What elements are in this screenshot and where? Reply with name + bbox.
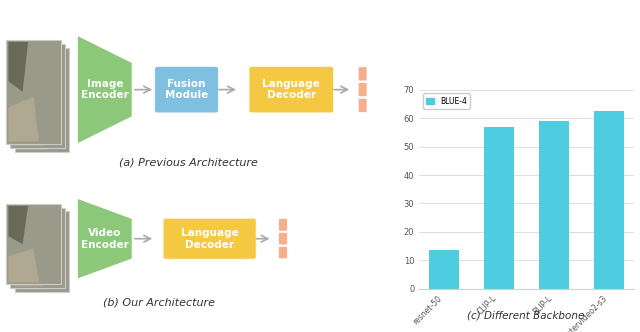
Text: Language
Decoder: Language Decoder — [262, 79, 320, 101]
FancyBboxPatch shape — [278, 218, 287, 231]
Legend: BLUE-4: BLUE-4 — [423, 94, 470, 109]
FancyBboxPatch shape — [358, 98, 367, 113]
Polygon shape — [17, 50, 36, 100]
Polygon shape — [13, 252, 43, 286]
Polygon shape — [17, 213, 36, 252]
FancyBboxPatch shape — [249, 66, 333, 113]
Bar — [594, 111, 624, 289]
FancyBboxPatch shape — [15, 48, 69, 152]
FancyBboxPatch shape — [6, 204, 61, 284]
Bar — [539, 121, 569, 289]
Text: Video
Encoder: Video Encoder — [81, 228, 129, 250]
Polygon shape — [17, 256, 47, 290]
FancyBboxPatch shape — [15, 211, 69, 291]
FancyBboxPatch shape — [6, 40, 61, 143]
Polygon shape — [8, 248, 39, 283]
Polygon shape — [13, 101, 43, 146]
Text: Image
Encoder: Image Encoder — [81, 79, 129, 101]
FancyBboxPatch shape — [10, 208, 65, 288]
Polygon shape — [17, 105, 47, 150]
Text: (c) Different Backbone: (c) Different Backbone — [467, 310, 585, 320]
Polygon shape — [8, 42, 28, 92]
Text: Language
Decoder: Language Decoder — [180, 228, 239, 250]
Text: (a) Previous Architecture: (a) Previous Architecture — [119, 157, 258, 167]
Polygon shape — [77, 199, 132, 279]
Polygon shape — [13, 209, 32, 248]
FancyBboxPatch shape — [358, 83, 367, 97]
Bar — [429, 250, 459, 289]
Text: Fusion
Module: Fusion Module — [165, 79, 208, 101]
Polygon shape — [8, 97, 39, 141]
Polygon shape — [13, 46, 32, 96]
FancyBboxPatch shape — [278, 246, 287, 259]
FancyBboxPatch shape — [10, 44, 65, 148]
FancyBboxPatch shape — [358, 67, 367, 81]
Bar — [484, 126, 514, 289]
Text: (b) Our Architecture: (b) Our Architecture — [103, 297, 215, 308]
FancyBboxPatch shape — [163, 218, 256, 259]
FancyBboxPatch shape — [155, 66, 218, 113]
FancyBboxPatch shape — [278, 232, 287, 245]
Polygon shape — [8, 206, 28, 244]
Polygon shape — [77, 36, 132, 143]
